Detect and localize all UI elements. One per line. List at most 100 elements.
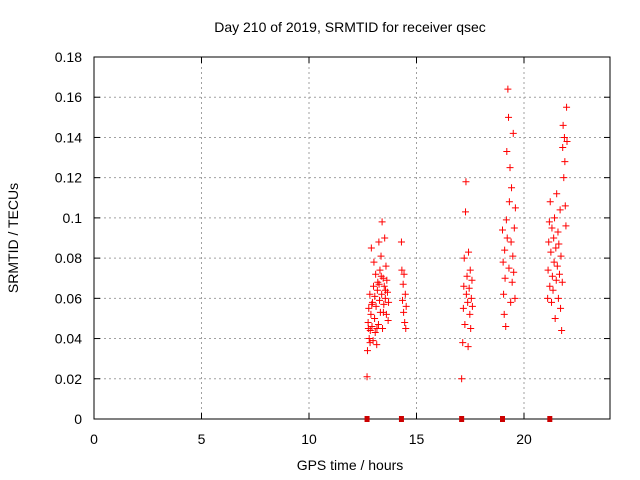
data-point (399, 296, 407, 304)
y-tick-label: 0.16 (55, 89, 82, 105)
data-point (373, 325, 381, 332)
data-point (383, 276, 391, 284)
zero-point (459, 416, 465, 422)
data-point (503, 234, 511, 242)
data-point (507, 298, 515, 306)
data-point (366, 290, 374, 298)
x-tick-label: 10 (301, 431, 317, 447)
data-point (555, 270, 563, 278)
data-point (553, 190, 561, 198)
data-point (557, 304, 565, 312)
data-point (401, 318, 409, 326)
data-point (462, 208, 470, 216)
data-point (402, 302, 410, 310)
data-point (370, 258, 378, 266)
data-point (556, 206, 564, 214)
data-point (377, 252, 385, 260)
data-point (554, 228, 562, 236)
y-tick-label: 0.06 (55, 290, 82, 306)
data-point (545, 218, 553, 226)
data-point (371, 329, 379, 337)
data-point (367, 310, 375, 318)
data-point (397, 238, 405, 246)
data-point (508, 184, 516, 192)
data-point (558, 327, 566, 335)
data-point (510, 268, 518, 276)
data-point (372, 270, 380, 278)
data-point (402, 325, 410, 332)
data-point (468, 302, 476, 310)
data-point (382, 286, 390, 294)
data-point (365, 304, 373, 312)
y-tick-label: 0.14 (55, 129, 82, 145)
data-point (546, 198, 554, 206)
data-point (548, 224, 556, 232)
data-point (380, 282, 388, 290)
data-point (560, 133, 568, 141)
data-point (554, 294, 562, 302)
data-point (460, 254, 468, 262)
data-point (511, 294, 519, 302)
zero-point (500, 416, 505, 422)
y-tick-label: 0.12 (55, 170, 82, 186)
data-point (500, 290, 508, 298)
data-point (548, 272, 556, 280)
data-point (461, 320, 469, 328)
data-point (367, 244, 375, 252)
data-point (373, 341, 381, 349)
x-tick-label: 0 (90, 431, 98, 447)
data-point (378, 218, 386, 226)
data-point (561, 202, 569, 210)
data-point (551, 314, 559, 322)
data-point (382, 262, 390, 270)
zero-point (364, 416, 370, 422)
data-point (508, 278, 516, 286)
data-point (462, 290, 470, 298)
x-axis-label: GPS time / hours (297, 457, 404, 473)
data-point (375, 280, 383, 288)
data-point (366, 339, 374, 347)
data-point (504, 85, 512, 93)
data-point (550, 234, 558, 242)
data-point (546, 282, 554, 290)
data-point (398, 266, 406, 274)
data-point (459, 339, 467, 347)
y-tick-label: 0.08 (55, 250, 82, 266)
data-point (560, 174, 568, 182)
data-points (363, 85, 571, 383)
data-point (552, 276, 560, 284)
data-point (385, 298, 393, 306)
data-point (467, 294, 475, 302)
data-point (370, 282, 377, 290)
data-point (557, 252, 565, 260)
data-point (507, 238, 515, 246)
data-point (552, 244, 560, 252)
data-point (562, 222, 570, 230)
data-point (506, 164, 514, 172)
data-point (501, 274, 509, 282)
data-point (463, 272, 471, 280)
data-point (510, 224, 518, 232)
data-point (503, 148, 511, 156)
data-point (375, 238, 383, 246)
data-point (374, 320, 382, 328)
data-point (376, 296, 384, 304)
data-point (371, 292, 379, 300)
data-point (379, 308, 387, 316)
x-tick-label: 20 (516, 431, 532, 447)
data-point (380, 300, 388, 308)
grid-lines (94, 57, 610, 419)
data-point (555, 240, 563, 248)
zero-point (398, 416, 404, 422)
data-point (502, 322, 510, 330)
data-point (547, 248, 555, 256)
data-point (502, 216, 510, 224)
data-point (553, 262, 561, 270)
data-point (499, 226, 506, 234)
data-point (377, 272, 385, 280)
y-tick-label: 0 (74, 411, 82, 427)
data-point (465, 248, 473, 256)
data-point (401, 290, 409, 298)
data-point (384, 316, 392, 324)
data-point (378, 290, 386, 298)
